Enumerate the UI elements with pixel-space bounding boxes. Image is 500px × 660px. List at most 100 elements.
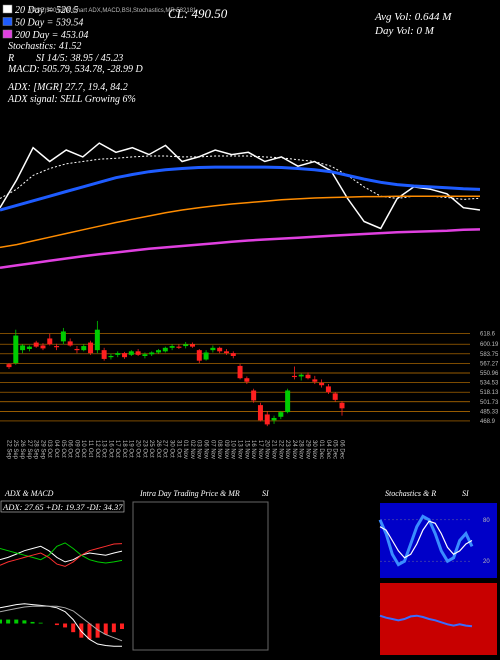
x-tick-label: 30 Oct xyxy=(169,440,175,458)
x-tick-label: 21 Nov xyxy=(270,440,276,459)
x-tick-label: 28 Nov xyxy=(298,440,304,459)
candle-body xyxy=(162,347,168,352)
x-tick-label: 26 Sep xyxy=(19,440,25,460)
x-tick-label: 10 Oct xyxy=(80,440,86,458)
x-tick-label: 04 Dec xyxy=(325,440,331,459)
candle-body xyxy=(230,353,236,356)
candle-body xyxy=(291,375,297,378)
candle-body xyxy=(101,350,107,359)
x-tick-label: 13 Oct xyxy=(101,440,107,458)
x-tick-label: 09 Nov xyxy=(223,440,229,459)
x-tick-label: 27 Sep xyxy=(26,440,32,460)
x-tick-label: 05 Oct xyxy=(60,440,66,458)
candle-body xyxy=(135,351,141,355)
series-line xyxy=(0,543,123,567)
candle-body xyxy=(156,350,162,353)
candle-body xyxy=(169,346,175,348)
x-tick-label: 24 Nov xyxy=(291,440,297,459)
histogram-bar xyxy=(120,623,124,630)
x-tick-label: 29 Nov xyxy=(304,440,310,459)
candle-body xyxy=(60,331,66,342)
candle-body xyxy=(339,402,345,409)
x-tick-label: 22 Sep xyxy=(5,440,11,460)
x-tick-label: 29 Sep xyxy=(39,440,45,460)
x-tick-label: 01 Dec xyxy=(318,440,324,459)
panel-background xyxy=(380,583,497,655)
indicator: Stochastics: 41.52 xyxy=(8,41,81,52)
x-tick-label: 27 Oct xyxy=(162,440,168,458)
histogram-bar xyxy=(95,623,100,638)
legend-swatch xyxy=(2,4,13,14)
panel-title: Stochastics & R xyxy=(385,489,436,498)
candle-body xyxy=(81,346,87,351)
y-tick-label: 567.27 xyxy=(480,361,499,367)
candle-body xyxy=(196,350,202,361)
panel-title: SI xyxy=(462,489,469,498)
legend-label: 20 Day = 520.5 xyxy=(15,5,78,16)
candle-body xyxy=(319,382,325,386)
histogram-bar xyxy=(0,619,2,624)
y-tick-label: 468.9 xyxy=(480,419,496,425)
candle-body xyxy=(210,347,216,351)
candle-body xyxy=(74,348,80,351)
x-tick-label: 22 Nov xyxy=(277,440,283,459)
x-tick-label: 01 Nov xyxy=(182,440,188,459)
x-tick-label: 25 Oct xyxy=(148,440,154,458)
candle-body xyxy=(203,352,209,360)
series-line xyxy=(0,155,481,200)
x-tick-label: 26 Oct xyxy=(155,440,161,458)
x-tick-label: 28 Sep xyxy=(33,440,39,460)
candle-body xyxy=(217,347,223,352)
series-line xyxy=(0,545,123,563)
candle-body xyxy=(88,342,94,354)
annotation: ADX: 27.65 +DI: 19.37 -DI: 34.37 xyxy=(2,502,123,512)
candle-body xyxy=(176,346,182,348)
candle-body xyxy=(312,379,318,382)
indicator: MACD: 505.79, 534.78, -28.99 D xyxy=(7,64,143,75)
series-line xyxy=(379,520,473,559)
candle-body xyxy=(142,354,148,356)
x-tick-label: 25 Sep xyxy=(12,440,18,460)
candle-body xyxy=(251,390,257,401)
x-tick-label: 06 Nov xyxy=(203,440,209,459)
candle-body xyxy=(13,335,19,364)
candle-body xyxy=(122,353,128,358)
indicator: R xyxy=(7,53,14,64)
panel-title: Intra Day Trading Price & MR xyxy=(139,489,240,498)
candle-body xyxy=(189,344,195,347)
candle-body xyxy=(20,345,26,351)
x-tick-label: 16 Oct xyxy=(107,440,113,458)
candle-body xyxy=(244,378,250,382)
y-tick-label: 618.6 xyxy=(480,331,496,337)
candle-body xyxy=(67,341,73,346)
x-tick-label: 23 Nov xyxy=(284,440,290,459)
series-line xyxy=(0,542,123,564)
candle-body xyxy=(149,352,155,355)
close-price: CL: 490.50 xyxy=(168,6,228,21)
candle-body xyxy=(128,351,134,355)
x-tick-label: 06 Oct xyxy=(67,440,73,458)
avg-volume: Avg Vol: 0.644 M xyxy=(374,11,452,23)
legend-swatch xyxy=(2,17,13,26)
x-tick-label: 12 Oct xyxy=(94,440,100,458)
legend-swatch xyxy=(2,29,13,39)
candle-body xyxy=(325,386,331,393)
series-line xyxy=(0,228,481,269)
candle-body xyxy=(47,338,53,345)
candle-body xyxy=(264,414,270,425)
legend-label: 50 Day = 539.54 xyxy=(15,18,83,29)
x-tick-label: 15 Nov xyxy=(243,440,249,459)
x-tick-label: 05 Dec xyxy=(332,440,338,459)
histogram-bar xyxy=(87,623,92,640)
y-tick-label: 501.73 xyxy=(480,400,499,406)
candle-body xyxy=(285,390,291,413)
candle-body xyxy=(223,351,229,354)
histogram-bar xyxy=(14,619,19,624)
y-tick-label: 600.19 xyxy=(480,342,499,348)
y-tick-label: 20 xyxy=(483,559,490,565)
x-tick-label: 09 Oct xyxy=(73,440,79,458)
annotation-box xyxy=(0,500,125,513)
indicator: SI 14/5: 38.95 / 45.23 xyxy=(36,53,123,64)
